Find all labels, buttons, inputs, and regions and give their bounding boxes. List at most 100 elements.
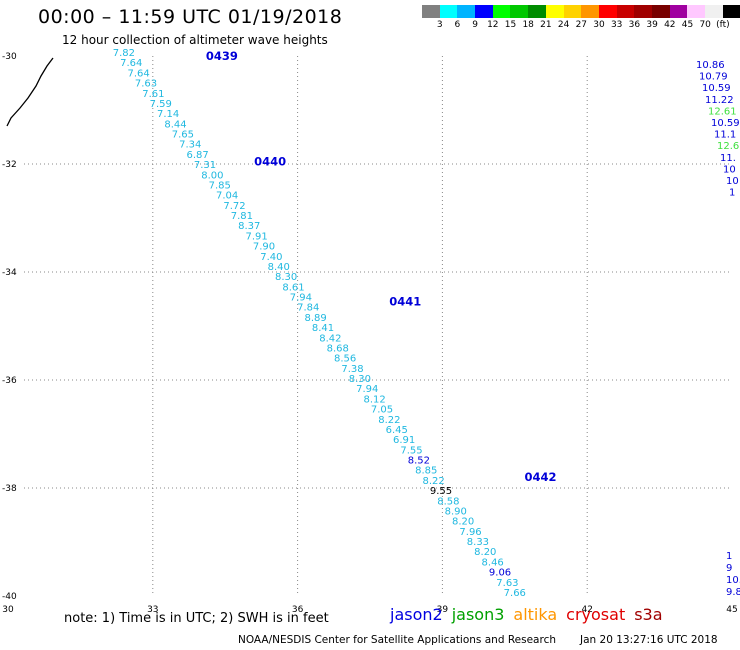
wave-height-value-right: 11.22: [705, 95, 734, 106]
legend-swatch: [492, 5, 511, 18]
grid-lines: [24, 56, 732, 596]
x-tick-label: 39: [437, 605, 449, 615]
generated-timestamp: Jan 20 13:27:16 UTC 2018: [580, 634, 718, 646]
altimeter-track: 7.827.647.647.637.617.597.148.447.657.34…: [113, 48, 526, 599]
wave-height-value-right: 10.79: [699, 72, 728, 83]
wave-height-value: 8.46: [482, 557, 504, 568]
wave-height-value: 7.63: [135, 79, 157, 90]
wave-height-value: 8.90: [445, 506, 467, 517]
legend-swatch: [563, 5, 582, 18]
legend-label: 6: [454, 20, 461, 30]
wave-height-value: 8.68: [327, 343, 349, 354]
wave-height-value: 8.20: [452, 517, 474, 528]
wave-height-value: 7.90: [253, 242, 275, 253]
wave-height-value: 7.05: [371, 405, 393, 416]
wave-height-value: 8.89: [304, 313, 326, 324]
wave-height-value-right: 10.: [726, 575, 740, 586]
legend-swatch: [475, 5, 493, 18]
wave-height-value: 8.20: [474, 547, 496, 558]
satellite-label: altika: [513, 605, 558, 624]
legend-label: 21: [540, 20, 552, 30]
wave-height-value-right: 11.1: [714, 130, 736, 141]
wave-height-value: 7.64: [127, 68, 149, 79]
wave-height-value: 7.04: [216, 191, 238, 202]
legend-label: 30: [593, 20, 605, 30]
wave-height-value-right: 9.8: [726, 587, 740, 598]
legend-swatch: [457, 5, 476, 18]
legend-label: 3: [436, 20, 443, 30]
legend-label: 33: [610, 20, 623, 30]
x-tick-label: 42: [581, 605, 592, 615]
wave-height-value: 7.65: [172, 130, 194, 141]
legend-labels: 3 6 9 12 15 18 21 24 27 30 33 36 39 42 45 70 (ft): [422, 18, 740, 32]
wave-height-value-right: 12.61: [708, 106, 737, 117]
x-tick-label: 45: [726, 605, 737, 615]
satellite-legend: jason2 jason3 altika cryosat s3a: [390, 605, 672, 624]
legend-swatch: [422, 5, 440, 18]
y-tick-label: -40: [2, 592, 17, 602]
wave-height-value-right: 10.86: [696, 60, 725, 71]
wave-height-value-right: 11.: [720, 153, 736, 164]
satellite-label: jason3: [451, 605, 505, 624]
x-tick-label: 36: [292, 605, 304, 615]
wave-height-value-right: 1: [726, 551, 732, 562]
legend-label: 27: [575, 20, 588, 30]
wave-height-value: 8.61: [282, 282, 304, 293]
wave-height-value-right: 10.59: [702, 83, 731, 94]
legend-swatch: [545, 5, 564, 18]
legend-swatch: [528, 5, 546, 18]
pass-labels: 0439 0440 0441 0442: [206, 49, 557, 484]
legend-swatch: [705, 5, 723, 18]
y-tick-label: -30: [2, 52, 17, 62]
wave-height-value: 7.84: [297, 303, 319, 314]
legend-label: 12: [487, 20, 499, 30]
wave-height-value-right: 1: [729, 188, 735, 199]
wave-height-value: 7.61: [142, 89, 164, 100]
wave-height-value: 8.85: [415, 466, 437, 477]
wave-height-value: 8.30: [349, 374, 371, 385]
legend-swatch: [581, 5, 599, 18]
wave-height-value-right: 10: [726, 176, 739, 187]
satellite-label: cryosat: [566, 605, 626, 624]
wave-height-value: 8.30: [275, 272, 297, 283]
pass-label: 0439: [206, 49, 238, 63]
legend-label: 42: [664, 20, 676, 30]
wave-height-value: 8.58: [437, 496, 459, 507]
x-tick-label: 33: [147, 605, 158, 615]
wave-height-value: 9.06: [489, 568, 511, 579]
wave-height-value: 7.31: [194, 160, 216, 171]
legend-label: 18: [522, 20, 534, 30]
legend-swatch: [634, 5, 652, 18]
legend-swatch: [598, 5, 617, 18]
pass-label: 0441: [389, 295, 421, 309]
legend-swatches: [422, 5, 740, 18]
satellite-label: jason2: [390, 605, 443, 624]
wave-height-value: 7.38: [341, 364, 363, 375]
wave-height-value: 7.94: [290, 293, 312, 304]
legend-swatch: [439, 5, 458, 18]
wave-height-value-right: 10.59: [711, 118, 740, 129]
legend-label: 24: [557, 20, 570, 30]
wave-height-value: 8.22: [378, 415, 400, 426]
y-tick-label: -38: [2, 484, 17, 494]
coastline: [6, 57, 54, 127]
y-tick-label: -32: [2, 160, 17, 170]
wave-height-value: 8.22: [423, 476, 445, 487]
wave-height-value: 7.81: [231, 211, 253, 222]
wave-height-value: 7.40: [260, 252, 282, 263]
legend-label: 15: [504, 20, 517, 30]
wave-height-value: 7.34: [179, 140, 201, 151]
legend-label: 9: [472, 20, 478, 30]
note-text: note: 1) Time is in UTC; 2) SWH is in fe…: [64, 611, 329, 626]
map-title: 00:00 – 11:59 UTC 01/19/2018: [38, 6, 343, 28]
wave-height-value: 8.52: [408, 456, 430, 467]
wave-height-value-right: 9: [726, 563, 732, 574]
legend-label: 36: [628, 20, 641, 30]
legend-swatch: [510, 5, 529, 18]
axis-ticks: 30 33 36 39 42 45 -30 -32 -34 -36 -38 -40: [2, 52, 738, 615]
legend-swatch: [651, 5, 670, 18]
wave-height-value: 7.85: [209, 180, 231, 191]
wave-height-value-right: 10: [723, 164, 736, 175]
wave-height-value: 7.96: [459, 527, 481, 538]
